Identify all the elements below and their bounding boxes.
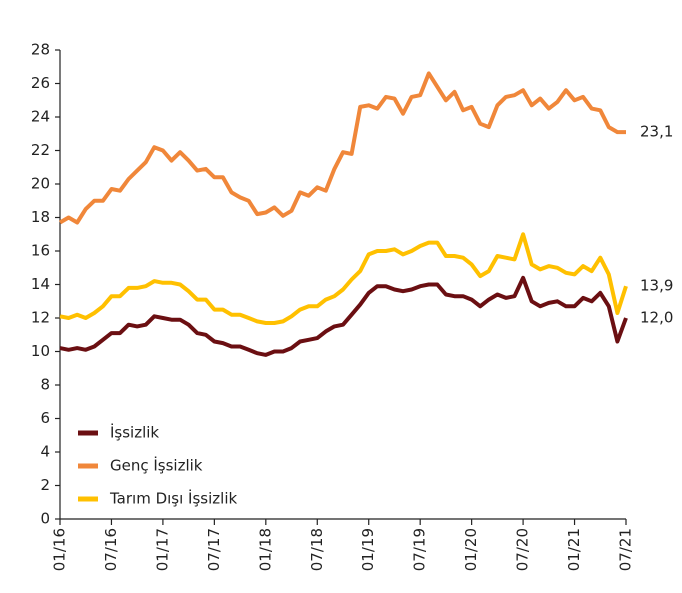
x-tick-label: 07/20 [514,528,532,571]
end-label: 13,9 [640,277,673,295]
legend-label: İşsizlik [110,423,159,442]
y-tick-label: 26 [31,74,50,92]
x-tick-label: 01/18 [256,528,274,571]
x-tick-label: 07/17 [205,528,223,571]
y-tick-label: 18 [31,208,50,226]
x-tick-label: 07/18 [308,528,326,571]
y-tick-label: 22 [31,141,50,159]
x-tick-label: 01/21 [565,528,583,571]
y-tick-label: 0 [40,510,50,528]
y-tick-label: 14 [31,275,50,293]
x-tick-label: 07/21 [617,528,635,571]
series-line [59,275,628,357]
y-tick-label: 20 [31,175,50,193]
x-tick-label: 01/17 [153,528,171,571]
y-tick-label: 24 [31,108,50,126]
y-tick-label: 28 [31,41,50,59]
legend-label: Tarım Dışı İşsizlik [109,489,237,508]
y-tick-label: 16 [31,242,50,260]
y-tick-label: 10 [31,342,50,360]
y-tick-label: 8 [40,376,50,394]
y-tick-label: 2 [40,476,50,494]
series-line [58,71,626,225]
x-tick-label: 01/16 [51,528,69,571]
x-tick-label: 07/16 [102,528,120,571]
y-tick-label: 4 [40,443,50,461]
x-tick-label: 01/20 [462,528,480,571]
end-label: 12,0 [640,309,673,327]
y-tick-label: 6 [40,409,50,427]
x-tick-label: 07/19 [411,528,429,571]
legend-label: Genç İşsizlik [110,456,203,475]
end-label: 23,1 [640,123,673,141]
y-tick-label: 12 [31,309,50,327]
series-line [59,232,628,325]
x-tick-label: 01/19 [359,528,377,571]
